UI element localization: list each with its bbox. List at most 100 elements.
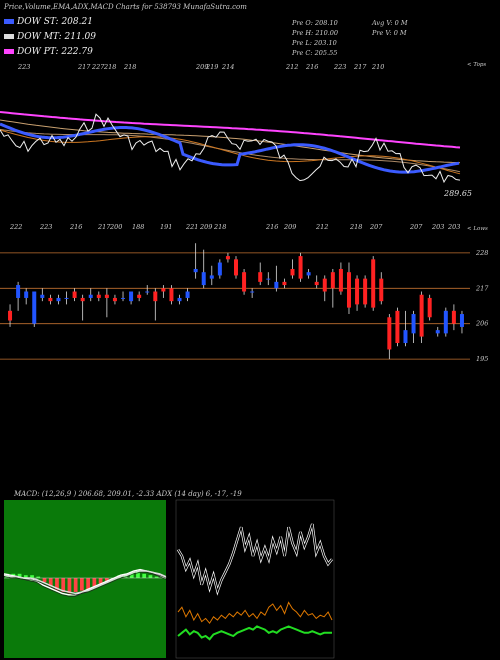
adx-minus-di-line [177, 601, 333, 625]
candle-body [32, 291, 37, 324]
legend-swatch-pt [4, 49, 14, 54]
candle-body [169, 288, 174, 302]
candle-body [290, 268, 295, 276]
candle-body [121, 297, 126, 299]
candle-body [338, 268, 343, 292]
macd-histogram-bar [36, 576, 41, 578]
candle-body [395, 310, 400, 344]
price-tick-label: 217 [475, 284, 489, 292]
macd-histogram-bar [98, 578, 103, 584]
candle-body [314, 281, 319, 286]
candle-body [88, 294, 93, 298]
candle-body [104, 294, 109, 298]
candle-body [363, 278, 368, 305]
lows-marker: < Lows [467, 226, 488, 232]
candle-body [274, 281, 279, 289]
legend-swatch-mt [4, 34, 14, 39]
low-tick-label: 207 [409, 223, 423, 231]
low-tick-label: 191 [160, 223, 172, 231]
low-tick-label: 209 [283, 223, 296, 231]
candle-body [250, 291, 255, 293]
low-tick-label: 203 [447, 223, 460, 231]
ohlc-open: Pre O: 208.10 [292, 19, 338, 27]
candle-body [217, 262, 222, 276]
candle-body [435, 330, 440, 334]
low-tick-label: 216 [265, 223, 278, 231]
ohlc-low: Pre L: 203.10 [292, 39, 337, 47]
candle-body [185, 291, 190, 298]
candle-body [96, 294, 101, 298]
candle-body [48, 297, 53, 302]
candle-body [40, 294, 45, 298]
macd-histogram-bar [17, 573, 22, 578]
candle-body [129, 291, 134, 302]
low-tick-label: 222 [9, 223, 22, 231]
legend-dow-mt: DOW MT: 211.09 [4, 32, 96, 42]
legend-label-st: DOW ST: 208.21 [17, 17, 93, 27]
ema-line [0, 129, 461, 175]
ema-pt-line [0, 111, 461, 149]
candle-body [193, 268, 198, 273]
candle-body [298, 256, 303, 279]
top-tick-label: 223 [333, 63, 346, 71]
ohlc-high: Pre H: 210.00 [292, 29, 339, 37]
candle-body [451, 310, 456, 324]
top-tick-label: 209 [195, 63, 208, 71]
candle-body [161, 288, 166, 292]
macd-histogram-bar [136, 572, 140, 578]
candle-body [322, 278, 327, 292]
top-tick-label: 214 [221, 63, 234, 71]
low-tick-label: 218 [349, 223, 362, 231]
top-tick-label: 217 [77, 63, 91, 71]
candle-body [282, 281, 287, 286]
top-tick-label: 219 [205, 63, 218, 71]
ema-line [0, 119, 461, 164]
candle-body [137, 294, 142, 298]
candle-body [403, 330, 408, 344]
low-tick-label: 188 [132, 223, 144, 231]
macd-histogram-bar [73, 578, 78, 592]
macd-histogram-bar [154, 576, 159, 578]
macd-histogram-bar [67, 578, 72, 594]
macd-histogram-bar [86, 578, 90, 590]
legend-swatch-st [4, 19, 14, 24]
macd-histogram-bar [104, 578, 109, 581]
candle-body [330, 272, 335, 289]
legend-label-mt: DOW MT: 211.09 [17, 32, 96, 42]
macd-histogram-bar [61, 578, 66, 592]
candle-body [419, 294, 424, 337]
macd-histogram-bar [148, 575, 153, 578]
macd-line-shadow [3, 572, 167, 596]
avg-volume: Avg V: 0 M [372, 19, 408, 27]
adx-line [177, 523, 333, 594]
top-tick-label: 218 [103, 63, 116, 71]
price-tick-label: 195 [476, 355, 488, 363]
candle-body [145, 291, 150, 293]
macd-adx-label: MACD: (12,26,9 ) 206.68, 209.01, -2.33 A… [14, 490, 242, 498]
candle-body [266, 278, 271, 280]
macd-histogram-bar [23, 575, 28, 578]
candle-body [387, 317, 392, 350]
candle-body [64, 297, 69, 299]
candle-body [443, 310, 448, 334]
macd-histogram-bar [42, 578, 47, 583]
low-tick-label: 212 [315, 223, 328, 231]
candle-body [225, 256, 230, 260]
macd-histogram-bar [48, 578, 53, 587]
candle-body [209, 275, 214, 279]
top-tick-label: 210 [371, 63, 384, 71]
low-tick-label: 216 [69, 223, 82, 231]
candle-body [72, 291, 77, 298]
tops-marker: < Tops [467, 62, 486, 68]
candle-body [234, 259, 238, 276]
macd-signal-line [3, 570, 167, 595]
candle-body [242, 272, 247, 292]
top-tick-label: 216 [305, 63, 318, 71]
chart-title: Price,Volume,EMA,ADX,MACD Charts for 538… [4, 3, 247, 11]
candle-body [379, 278, 384, 302]
macd-histogram-bar [129, 572, 134, 578]
low-tick-label: 207 [369, 223, 383, 231]
macd-histogram-bar [142, 573, 147, 578]
macd-histogram-bar [80, 578, 84, 591]
